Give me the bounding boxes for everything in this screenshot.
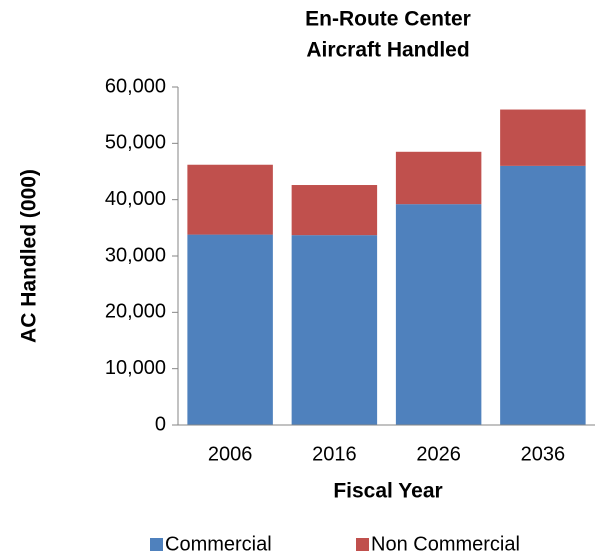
x-tick-label: 2006 (208, 443, 253, 465)
bar-segment (395, 204, 482, 425)
y-tick-label: 10,000 (105, 357, 166, 379)
bar-segment (291, 235, 378, 425)
bar-segment (187, 234, 273, 425)
legend-swatch (356, 538, 369, 551)
x-axis-label: Fiscal Year (333, 480, 442, 503)
y-axis-label: AC Handled (000) (18, 169, 41, 343)
y-tick-label: 20,000 (105, 301, 166, 323)
x-tick-label: 2016 (312, 443, 357, 465)
bar-segment (500, 109, 586, 166)
bar-segment (395, 151, 482, 205)
y-tick-label: 0 (155, 413, 166, 435)
chart-title: En-Route Center (305, 8, 471, 31)
bar-segment (500, 165, 586, 425)
legend-label: Commercial (165, 533, 272, 555)
x-tick-label: 2036 (521, 443, 566, 465)
x-tick-label: 2026 (416, 443, 461, 465)
y-tick-label: 40,000 (105, 188, 166, 210)
legend-swatch (150, 538, 163, 551)
legend-label: Non Commercial (371, 533, 520, 555)
bar-segment (291, 185, 378, 236)
chart-title: Aircraft Handled (306, 39, 469, 62)
bar-segment (187, 164, 273, 235)
y-tick-label: 50,000 (105, 132, 166, 154)
y-tick-label: 60,000 (105, 75, 166, 97)
y-tick-label: 30,000 (105, 244, 166, 266)
